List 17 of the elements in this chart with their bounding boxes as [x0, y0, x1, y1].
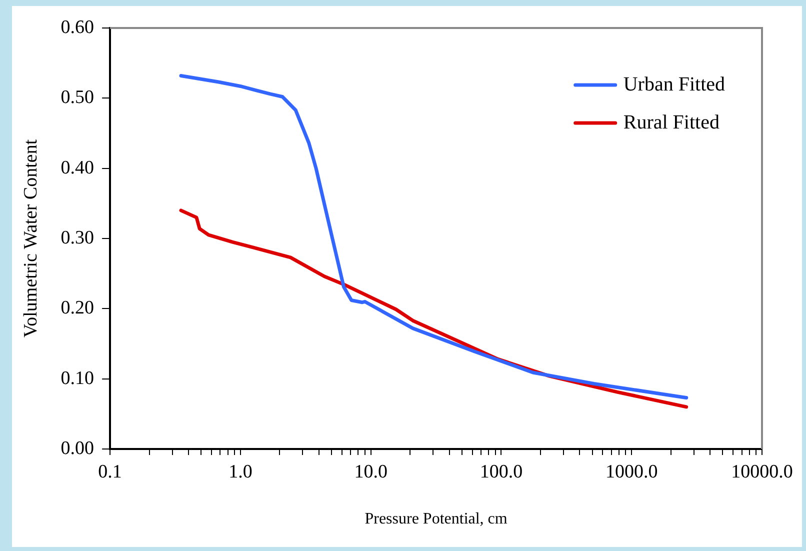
y-tick-label: 0.00 [60, 438, 94, 459]
x-tick-label: 10000.0 [731, 461, 793, 482]
y-tick-label: 0.40 [60, 157, 94, 178]
x-tick-label: 0.1 [98, 461, 122, 482]
x-tick-label: 10.0 [354, 461, 388, 482]
x-tick-label: 1.0 [228, 461, 252, 482]
y-tick-label: 0.60 [60, 16, 94, 38]
x-tick-label: 100.0 [480, 461, 523, 482]
y-axis-title: Volumetric Water Content [20, 138, 42, 338]
x-axis-title: Pressure Potential, cm [364, 510, 508, 528]
y-tick-label: 0.10 [60, 368, 94, 389]
x-tick-label: 1000.0 [605, 461, 658, 482]
y-tick-label: 0.20 [60, 298, 94, 319]
y-tick-label: 0.30 [60, 227, 94, 248]
legend-label: Rural Fitted [623, 111, 720, 134]
y-tick-label: 0.50 [60, 87, 94, 108]
legend-label: Urban Fitted [623, 73, 726, 96]
